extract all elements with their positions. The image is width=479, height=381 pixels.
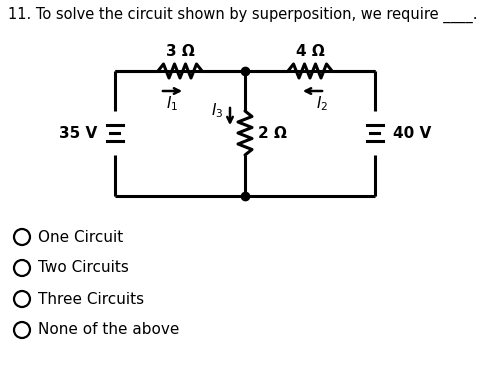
Text: One Circuit: One Circuit: [38, 229, 123, 245]
Text: 40 V: 40 V: [393, 125, 431, 141]
Text: 2 Ω: 2 Ω: [258, 125, 287, 141]
Text: 4 Ω: 4 Ω: [296, 44, 324, 59]
Text: $I_1$: $I_1$: [166, 94, 178, 113]
Text: Two Circuits: Two Circuits: [38, 261, 129, 275]
Text: 3 Ω: 3 Ω: [166, 44, 194, 59]
Text: 11. To solve the circuit shown by superposition, we require ____.: 11. To solve the circuit shown by superp…: [8, 7, 478, 23]
Text: None of the above: None of the above: [38, 322, 179, 338]
Text: $I_2$: $I_2$: [316, 94, 328, 113]
Text: Three Circuits: Three Circuits: [38, 291, 144, 306]
Text: 35 V: 35 V: [59, 125, 97, 141]
Text: $I_3$: $I_3$: [211, 102, 223, 120]
